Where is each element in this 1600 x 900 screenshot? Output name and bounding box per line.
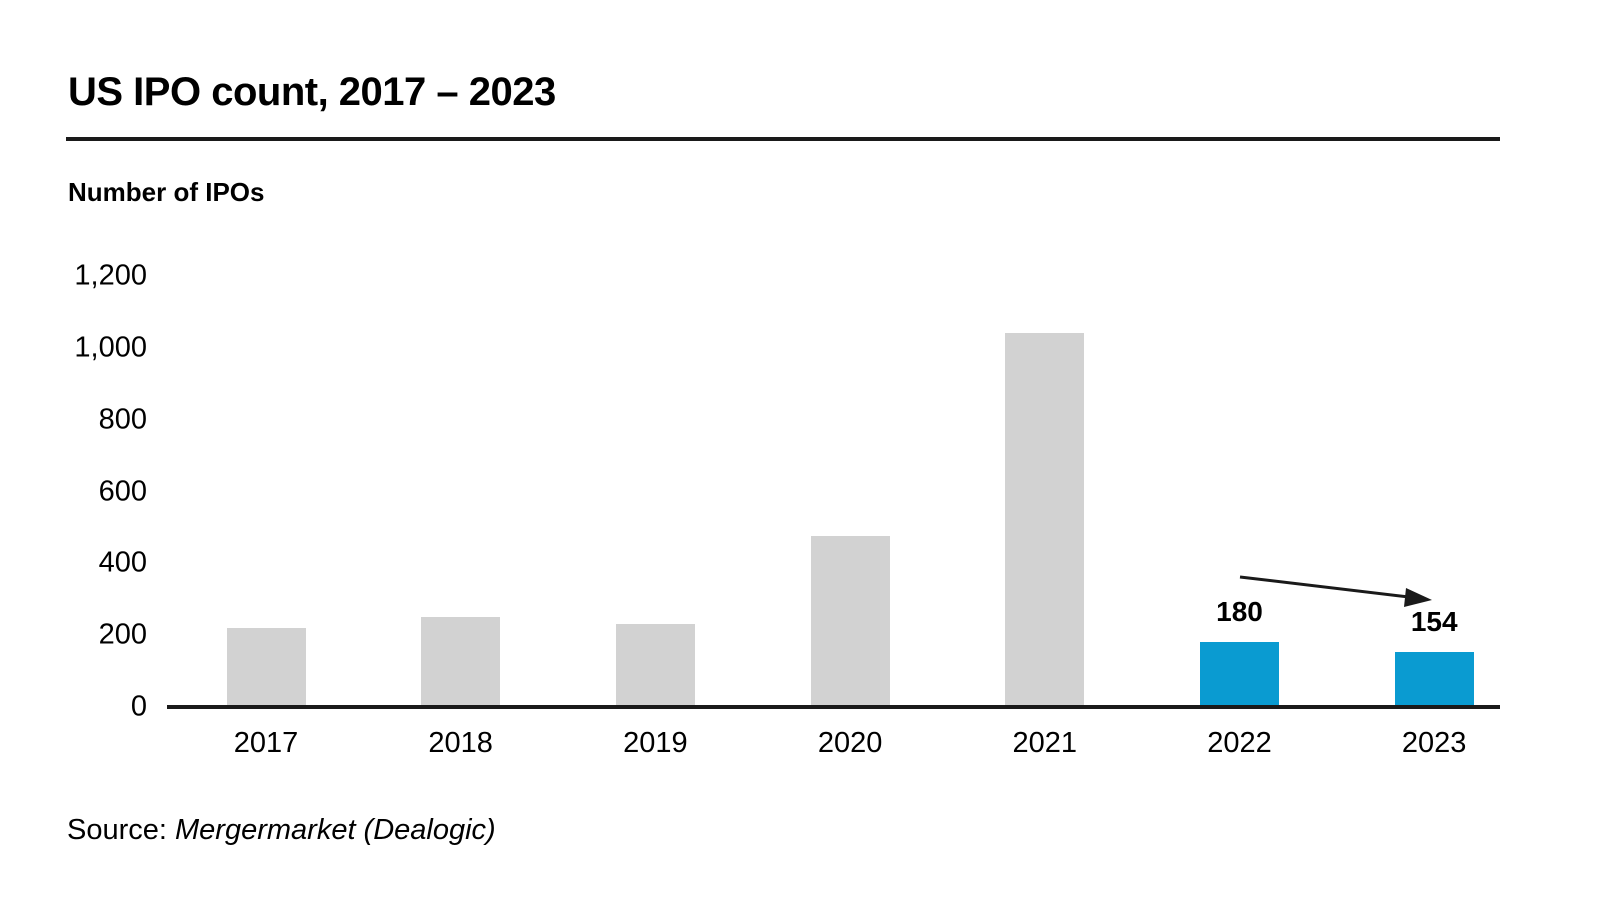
y-tick-label: 800 (98, 403, 147, 436)
page-title: US IPO count, 2017 – 2023 (68, 70, 556, 114)
y-tick-label: 200 (98, 618, 147, 651)
x-tick-label: 2018 (428, 727, 493, 759)
source-prefix: Source: (67, 814, 167, 846)
y-tick-label: 400 (98, 546, 147, 579)
x-tick-label: 2019 (623, 727, 688, 759)
bar-value-label: 154 (1410, 605, 1458, 637)
x-axis-line (167, 705, 1500, 709)
x-tick-label: 2017 (233, 727, 299, 759)
bar-2021 (1005, 333, 1085, 709)
bar-value-label: 180 (1216, 596, 1263, 628)
y-tick-label: 0 (130, 690, 147, 723)
bar-2023 (1394, 651, 1474, 709)
y-tick-label: 1,200 (74, 259, 147, 292)
x-tick-label: 2022 (1207, 727, 1272, 759)
x-tick-label: 2023 (1401, 727, 1467, 759)
source-name: Mergermarket (Dealogic) (175, 814, 496, 846)
source-line: Source: Mergermarket (Dealogic) (67, 814, 496, 847)
x-tick-label: 2020 (817, 727, 883, 759)
bar-2020 (810, 536, 890, 709)
y-axis-title: Number of IPOs (68, 177, 265, 207)
bar-2019 (615, 624, 695, 709)
bar-2017 (226, 627, 306, 709)
x-tick-label: 2021 (1012, 727, 1078, 759)
bar-2022 (1200, 642, 1279, 709)
y-tick-label: 1,000 (74, 331, 147, 364)
y-tick-label: 600 (98, 475, 147, 507)
bar-2018 (421, 617, 501, 709)
title-rule (66, 137, 1500, 141)
